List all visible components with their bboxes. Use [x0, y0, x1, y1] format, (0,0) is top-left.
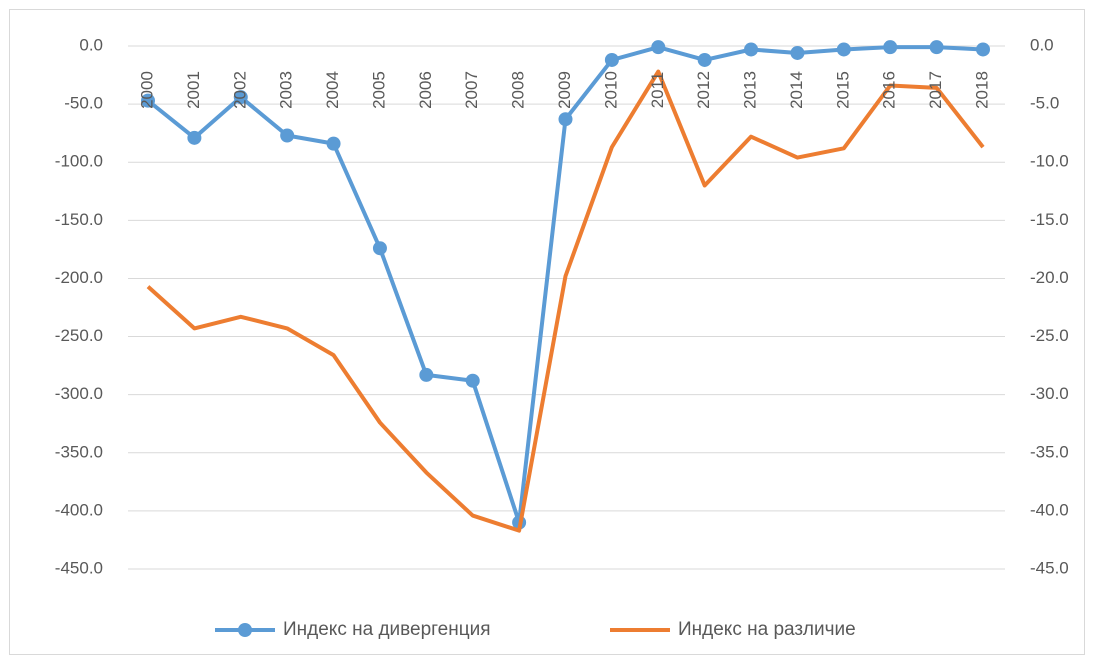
marker — [744, 42, 759, 57]
x-tick-label: 2006 — [416, 71, 435, 109]
x-tick-label: 2005 — [369, 71, 388, 109]
y2-tick-label: -10.0 — [1030, 152, 1069, 171]
y2-tick-label: -40.0 — [1030, 500, 1069, 519]
x-tick-label: 2011 — [648, 72, 667, 109]
y-tick-label: -50.0 — [64, 94, 103, 113]
x-tick-label: 2001 — [184, 71, 203, 109]
y2-tick-label: -25.0 — [1030, 326, 1069, 345]
y2-tick-label: -15.0 — [1030, 210, 1069, 229]
y2-tick-label: -35.0 — [1030, 442, 1069, 461]
y-tick-label: -400.0 — [55, 500, 103, 519]
marker — [976, 42, 990, 57]
marker — [372, 241, 387, 256]
y-tick-label: -250.0 — [55, 326, 103, 345]
x-tick-label: 2010 — [601, 71, 620, 109]
x-tick-label: 2018 — [972, 71, 991, 109]
marker — [187, 130, 202, 145]
x-tick-label: 2016 — [880, 71, 899, 109]
marker — [280, 128, 295, 143]
x-tick-label: 2015 — [833, 71, 852, 109]
y2-tick-label: -30.0 — [1030, 384, 1069, 403]
x-tick-label: 2007 — [462, 71, 481, 109]
marker — [233, 90, 248, 105]
x-tick-label: 2012 — [694, 71, 713, 109]
y2-tick-label: -5.0 — [1030, 94, 1059, 113]
y-tick-label: -150.0 — [55, 210, 103, 229]
x-tick-label: 2014 — [787, 71, 806, 109]
y2-tick-label: -20.0 — [1030, 268, 1069, 287]
x-tick-label: 2009 — [555, 71, 574, 109]
series-line — [146, 69, 985, 533]
marker — [604, 52, 619, 67]
chart-border — [9, 9, 1085, 655]
marker — [836, 42, 851, 57]
y-tick-label: -200.0 — [55, 268, 103, 287]
x-tick-label: 2004 — [323, 71, 342, 109]
marker — [651, 40, 666, 55]
x-tick-label: 2017 — [926, 71, 945, 109]
legend-marker — [238, 623, 252, 637]
marker — [465, 373, 480, 388]
marker — [141, 93, 155, 108]
y-tick-label: -100.0 — [55, 152, 103, 171]
marker — [790, 45, 805, 60]
x-tick-label: 2000 — [137, 71, 156, 109]
marker — [883, 40, 898, 55]
x-tick-label: 2003 — [277, 71, 296, 109]
y-tick-label: 0.0 — [79, 35, 103, 54]
y2-tick-label: 0.0 — [1030, 35, 1054, 54]
y-tick-label: -350.0 — [55, 442, 103, 461]
marker — [697, 52, 712, 67]
y2-tick-label: -45.0 — [1030, 558, 1069, 577]
marker — [419, 367, 434, 382]
marker — [558, 112, 573, 127]
marker — [326, 136, 341, 151]
legend-label: Индекс на дивергенция — [283, 619, 491, 640]
marker — [929, 40, 944, 55]
y-tick-label: -450.0 — [55, 558, 103, 577]
x-tick-label: 2008 — [509, 71, 528, 109]
y-tick-label: -300.0 — [55, 384, 103, 403]
legend-label: Индекс на различие — [678, 619, 856, 640]
x-tick-label: 2002 — [230, 71, 249, 109]
x-tick-label: 2013 — [741, 71, 760, 109]
